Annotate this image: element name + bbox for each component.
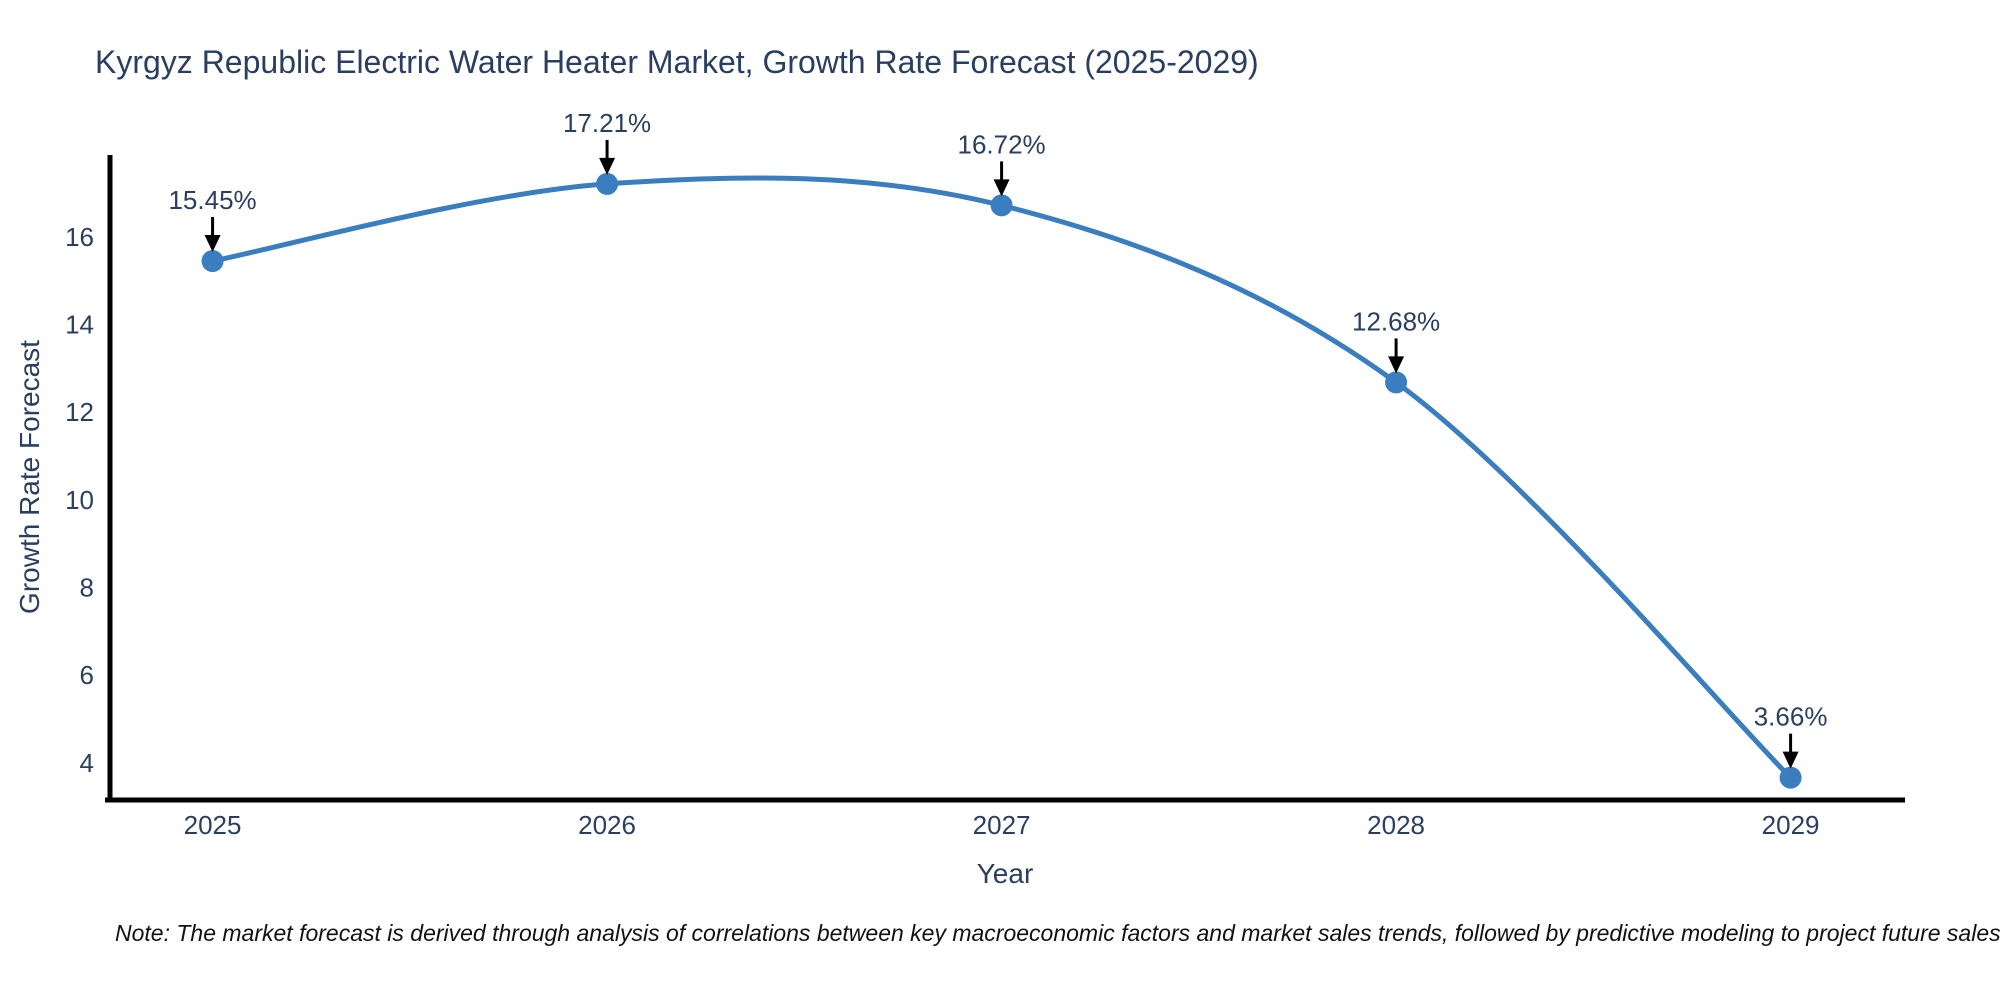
x-tick-label-2026: 2026 — [578, 810, 636, 840]
y-tick-label-10: 10 — [65, 485, 94, 515]
y-tick-label-4: 4 — [80, 748, 94, 778]
y-tick-label-6: 6 — [80, 660, 94, 690]
data-point-marker-2029 — [1779, 766, 1802, 789]
annotation-label-2027: 16.72% — [957, 129, 1045, 159]
x-tick-label-2025: 2025 — [184, 810, 242, 840]
y-tick-label-8: 8 — [80, 572, 94, 602]
annotation-label-2029: 3.66% — [1754, 702, 1828, 732]
y-tick-label-16: 16 — [65, 222, 94, 252]
annotation-arrowhead-icon-2029 — [1782, 751, 1799, 769]
growth-rate-line — [210, 175, 1794, 781]
annotation-label-2028: 12.68% — [1352, 306, 1440, 336]
x-tick-label-2029: 2029 — [1762, 810, 1820, 840]
y-tick-label-14: 14 — [65, 310, 94, 340]
x-axis-title: Year — [976, 858, 1034, 889]
footnote: Note: The market forecast is derived thr… — [115, 920, 2000, 946]
data-point-marker-2025 — [201, 250, 224, 273]
annotation-arrowhead-icon-2027 — [993, 179, 1010, 197]
x-tick-label-2027: 2027 — [973, 810, 1031, 840]
annotation-label-2025: 15.45% — [168, 185, 256, 215]
data-point-marker-2027 — [990, 194, 1013, 217]
x-tick-label-2028: 2028 — [1367, 810, 1425, 840]
data-point-marker-2028 — [1385, 371, 1408, 394]
annotation-arrowhead-icon-2028 — [1388, 356, 1405, 374]
annotation-arrowhead-icon-2025 — [204, 235, 221, 253]
annotation-arrowhead-icon-2026 — [599, 157, 616, 175]
y-tick-label-12: 12 — [65, 397, 94, 427]
chart-title: Kyrgyz Republic Electric Water Heater Ma… — [95, 44, 1259, 80]
y-axis-title: Growth Rate Forecast — [14, 340, 45, 614]
annotation-label-2026: 17.21% — [563, 108, 651, 138]
data-point-marker-2026 — [596, 172, 619, 195]
